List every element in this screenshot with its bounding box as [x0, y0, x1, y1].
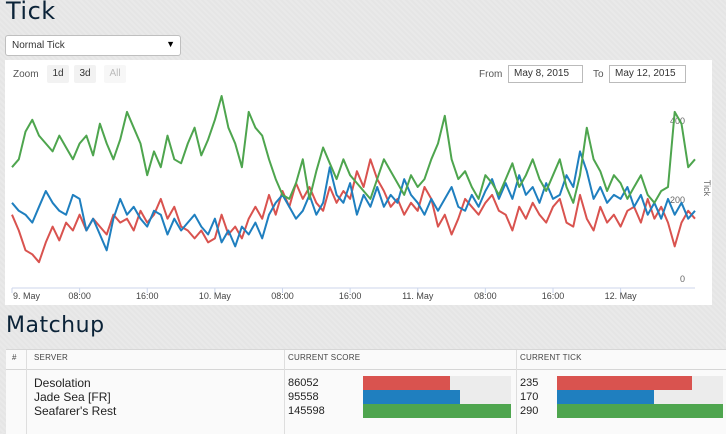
x-tick-label: 16:00	[542, 291, 565, 301]
matchup-section-title: Matchup	[6, 313, 105, 338]
y-tick-label: 0	[680, 274, 685, 284]
y-tick-label: 400	[670, 116, 685, 126]
range-to-label: To	[593, 69, 604, 80]
x-tick-label: 08:00	[474, 291, 497, 301]
tick-bar-track	[557, 404, 723, 418]
server-name: Jade Sea [FR]	[34, 390, 111, 404]
tick-chart-panel: Zoom 1d 3d All From May 8, 2015 To May 1…	[5, 60, 712, 305]
zoom-1d-button[interactable]: 1d	[47, 65, 69, 83]
score-bar-track	[363, 376, 511, 390]
server-score: 95558	[288, 391, 319, 403]
y-axis-title: Tick	[702, 180, 712, 197]
header-divider	[6, 369, 726, 370]
server-name: Desolation	[34, 376, 91, 390]
matchup-table: # SERVER CURRENT SCORE CURRENT TICK Deso…	[6, 349, 726, 434]
col-header-tick: CURRENT TICK	[520, 353, 582, 362]
series-line-2	[11, 150, 696, 252]
x-tick-label: 10. May	[199, 291, 232, 301]
tick-type-select-value: Normal Tick	[12, 40, 65, 51]
server-tick: 170	[520, 391, 539, 403]
x-tick-label: 16:00	[136, 291, 159, 301]
tick-type-select[interactable]: Normal Tick ▼	[5, 35, 181, 56]
score-bar-track	[363, 404, 511, 418]
server-score: 145598	[288, 405, 325, 417]
tick-line-chart: 0 200 400 Tick 9. May 08:00 16:00 10. May 08:00 1…	[11, 95, 712, 301]
zoom-3d-button[interactable]: 3d	[74, 65, 96, 83]
chevron-down-icon: ▼	[166, 39, 175, 49]
zoom-all-button[interactable]: All	[104, 65, 126, 83]
x-tick-label: 9. May	[13, 291, 41, 301]
series-line-3	[11, 95, 696, 204]
column-divider	[26, 350, 27, 434]
score-bar-track	[363, 390, 511, 404]
tick-bar	[557, 376, 692, 390]
x-tick-label: 12. May	[605, 291, 638, 301]
y-tick-label: 200	[670, 195, 685, 205]
range-from-input[interactable]: May 8, 2015	[508, 65, 583, 83]
tick-bar	[557, 390, 655, 404]
x-tick-label: 08:00	[68, 291, 91, 301]
x-tick-label: 11. May	[402, 291, 434, 301]
x-tick-label: 16:00	[339, 291, 362, 301]
server-tick: 290	[520, 405, 539, 417]
series-line-1	[11, 158, 696, 264]
score-bar	[363, 376, 451, 390]
col-header-server: SERVER	[34, 353, 68, 362]
column-divider	[516, 350, 517, 434]
server-tick: 235	[520, 377, 539, 389]
range-to-input[interactable]: May 12, 2015	[609, 65, 686, 83]
x-tick-label: 08:00	[271, 291, 294, 301]
tick-bar	[557, 404, 723, 418]
score-bar	[363, 390, 461, 404]
tick-section-title: Tick	[6, 0, 56, 25]
range-from-label: From	[479, 69, 503, 80]
col-header-num: #	[12, 353, 17, 362]
tick-bar-track	[557, 376, 723, 390]
column-divider	[284, 350, 285, 434]
col-header-score: CURRENT SCORE	[288, 353, 361, 362]
score-bar	[363, 404, 511, 418]
server-score: 86052	[288, 377, 319, 389]
server-name: Seafarer's Rest	[34, 404, 117, 418]
zoom-label: Zoom	[13, 69, 39, 80]
tick-bar-track	[557, 390, 723, 404]
